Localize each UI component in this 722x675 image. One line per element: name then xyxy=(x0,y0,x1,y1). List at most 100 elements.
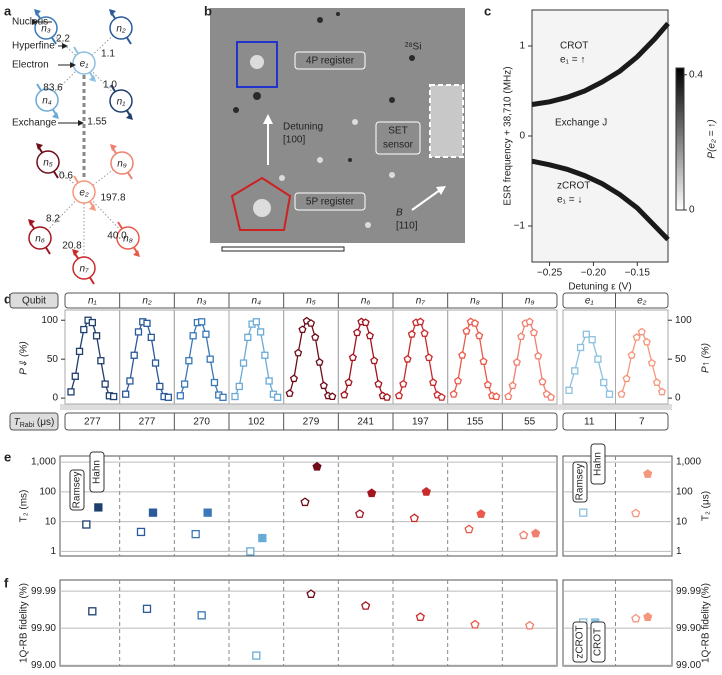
data-point xyxy=(136,527,146,537)
rabi-point xyxy=(348,353,357,362)
data-point xyxy=(82,520,91,529)
rabi-point xyxy=(134,328,143,336)
y-tick-label: 0 xyxy=(52,393,58,404)
label-box xyxy=(294,192,366,211)
annotation: Exchange J xyxy=(555,118,607,129)
data-point xyxy=(306,589,316,598)
data-point xyxy=(643,612,653,621)
qubit-label: n₁ xyxy=(88,296,97,307)
t-rabi-value: 155 xyxy=(467,417,484,428)
rabi-point xyxy=(147,333,155,342)
rabi-point xyxy=(164,393,172,401)
y-tick-label: 1 xyxy=(50,546,56,557)
node xyxy=(72,51,96,75)
label-box xyxy=(590,621,606,663)
rabi-point xyxy=(71,372,79,380)
rabi-point xyxy=(244,333,252,342)
rabi-point xyxy=(403,354,412,363)
image-label: sensor xyxy=(383,140,414,151)
rabi-point xyxy=(588,336,596,344)
data-point xyxy=(203,508,212,517)
label-box xyxy=(572,461,588,503)
rabi-point xyxy=(261,351,269,359)
data-point xyxy=(579,508,588,517)
rabi-point xyxy=(344,378,353,386)
colorbar-label: P(e₂ = ↑) xyxy=(707,119,718,158)
label-box xyxy=(375,121,421,155)
spin-arrow-head xyxy=(52,112,59,119)
subscript: Rabi xyxy=(20,422,35,429)
data-point xyxy=(94,503,103,512)
rabi-point xyxy=(605,390,614,398)
legend-label: Exchange xyxy=(12,118,57,129)
node xyxy=(36,150,60,174)
image-label: [110] xyxy=(396,221,418,232)
rabi-point xyxy=(110,392,118,401)
rabi-point xyxy=(647,358,656,367)
data-point xyxy=(191,529,200,539)
rabi-point xyxy=(571,367,579,375)
rabi-point xyxy=(239,359,248,367)
node-label: n₈ xyxy=(123,234,133,245)
rabi-point xyxy=(470,319,480,327)
rabi-point xyxy=(475,331,484,340)
value-row xyxy=(64,412,558,431)
rabi-point xyxy=(424,353,433,362)
qubit-label: n₆ xyxy=(361,296,371,307)
rabi-point xyxy=(189,332,197,340)
rabi-point xyxy=(600,378,608,387)
pointer-head xyxy=(70,62,76,68)
data-point xyxy=(519,530,529,540)
pointer-head xyxy=(32,19,38,25)
coupling-label: 1.55 xyxy=(87,117,107,128)
rabi-point xyxy=(627,351,636,359)
data-point xyxy=(361,601,371,610)
rabi-point xyxy=(185,357,193,365)
rabi-point xyxy=(565,386,573,394)
mini-plot xyxy=(501,309,558,405)
rabi-point xyxy=(483,380,492,389)
image-label: ²⁸Si xyxy=(405,42,421,53)
rabi-point xyxy=(97,357,105,365)
rabi-point xyxy=(126,377,134,385)
label-box xyxy=(572,621,588,663)
x-tick-label: −0.20 xyxy=(581,268,607,279)
header-box xyxy=(64,292,558,309)
data-point xyxy=(312,461,322,471)
spin-arrow-head xyxy=(28,219,35,226)
rabi-point xyxy=(370,356,379,365)
y2-axis-label: P↑ (%) xyxy=(701,343,712,373)
y2-tick-label: 10 xyxy=(676,516,688,527)
panel-label: c xyxy=(484,3,491,18)
coupling-label: 83.6 xyxy=(43,83,63,94)
data-point xyxy=(631,508,641,518)
node xyxy=(116,226,140,250)
y-tick-label: 1,000 xyxy=(31,457,56,468)
pointer-head xyxy=(62,43,68,49)
rabi-point xyxy=(382,393,392,401)
node-label: n₅ xyxy=(43,158,53,169)
image-label: SET xyxy=(388,126,407,137)
panel-label: a xyxy=(4,3,12,18)
rabi-point xyxy=(407,329,416,338)
label-box xyxy=(69,469,85,511)
panel-label: b xyxy=(204,3,212,18)
rabi-point xyxy=(151,359,160,367)
node xyxy=(110,151,134,175)
data-point xyxy=(415,612,425,621)
data-point xyxy=(197,611,206,620)
rabi-point xyxy=(657,387,667,396)
rabi-point xyxy=(198,318,206,326)
y-tick-label: 50 xyxy=(47,354,59,365)
rabi-point xyxy=(156,382,164,391)
rabi-point xyxy=(210,378,219,387)
coupling-label: 0.6 xyxy=(59,171,73,182)
data-point xyxy=(409,513,419,523)
y2-tick-label: 99.90 xyxy=(676,623,701,634)
rabi-point xyxy=(298,325,307,334)
coupling-label: 2.2 xyxy=(56,34,70,45)
rabi-point xyxy=(492,392,501,400)
rabi-point xyxy=(637,327,646,336)
y-tick-label: 99.00 xyxy=(31,660,56,671)
